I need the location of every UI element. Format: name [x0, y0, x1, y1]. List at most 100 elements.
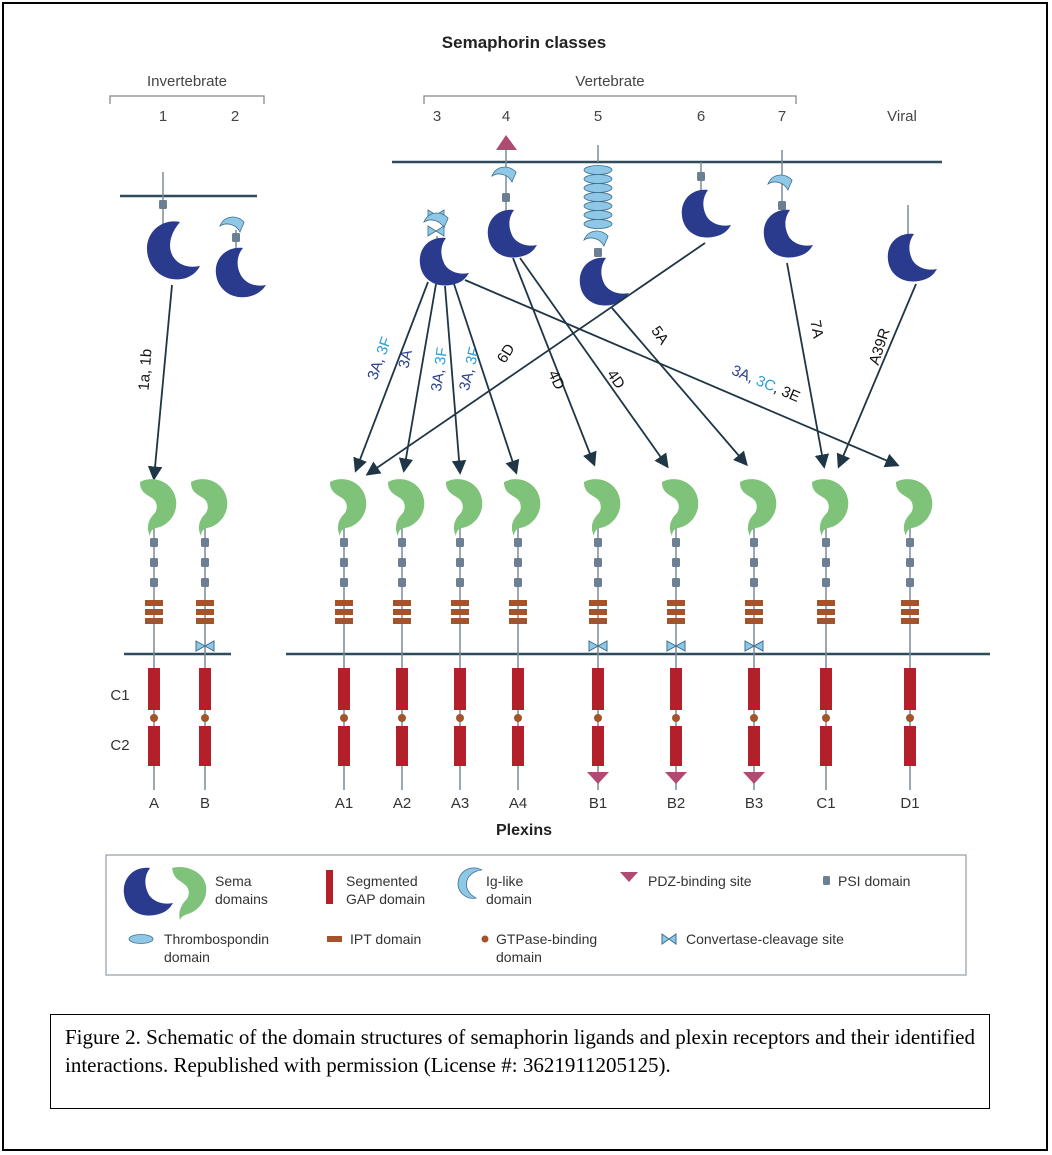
ipt-domain [901, 609, 919, 615]
legend-tsp-icon [128, 934, 154, 944]
ipt-domain [451, 609, 469, 615]
psi-domain [340, 578, 348, 587]
plexin-b3: B3 [740, 479, 777, 812]
ipt-domain [745, 600, 763, 606]
ipt-domain [335, 600, 353, 606]
legend-ipt: IPT domain [327, 931, 421, 947]
psi-domain [750, 578, 758, 587]
gap-segment-c2 [820, 726, 832, 766]
ipt-domain [196, 618, 214, 624]
gap-segment-c2 [396, 726, 408, 766]
viral-label: Viral [887, 108, 917, 125]
ipt-domain [393, 618, 411, 624]
gap-segment-c1 [592, 668, 604, 710]
legend-pdz: PDZ-binding site [620, 872, 752, 889]
plexin-sema-domain [662, 479, 699, 536]
label-3a-a2: 3A [395, 348, 415, 369]
plexin-label: B2 [667, 795, 685, 812]
interaction-arrows [147, 242, 917, 481]
interaction-labels: 1a, 1b 3A, 3F 3A 3A, 3F 3A, 3F 6D 4D 4D … [136, 319, 894, 406]
psi-domain [594, 558, 602, 567]
psi-domain [201, 578, 209, 587]
semaphorin-3 [419, 209, 469, 286]
plexin-d1: D1 [896, 479, 933, 812]
gap-segment-c2 [904, 726, 916, 766]
plexin-b2: B2 [662, 479, 699, 812]
ipt-domain [589, 600, 607, 606]
psi-domain [906, 558, 914, 567]
plexin-sema-domain [896, 479, 933, 536]
legend-convertase: Convertase-cleavage site [661, 931, 844, 947]
class-label-2: 2 [231, 108, 239, 125]
gtpase-binding-domain [201, 714, 209, 722]
plexin-label: A1 [335, 795, 353, 812]
legend-convertase-label: Convertase-cleavage site [686, 931, 844, 947]
vertebrate-label: Vertebrate [575, 73, 644, 90]
psi-domain [340, 558, 348, 567]
plexin-sema-domain [330, 479, 367, 536]
legend-psi-icon [823, 876, 830, 885]
plexin-a: A [140, 479, 177, 812]
plexin-label: A3 [451, 795, 469, 812]
legend-ig-label-2: domain [486, 891, 532, 907]
gap-segment-c2 [338, 726, 350, 766]
semaphorin-4 [487, 135, 537, 258]
psi-domain [672, 538, 680, 547]
plexin-receptors: A B A1 A2 A3 A4 B1 B2 B3 C1 D1 [140, 479, 933, 812]
psi-domain [201, 538, 209, 547]
gap-segment-c1 [148, 668, 160, 710]
legend-tsp: Thrombospondin domain [128, 931, 269, 965]
psi-domain [514, 538, 522, 547]
class-number-labels: 1 2 3 4 5 6 7 [159, 108, 786, 125]
label-4d-b1: 4D [544, 368, 568, 393]
psi-domain [672, 558, 680, 567]
plexins-title: Plexins [496, 822, 552, 839]
gap-segment-c1 [396, 668, 408, 710]
legend-pdz-icon [620, 872, 638, 882]
ipt-domain [817, 618, 835, 624]
ipt-domain [509, 600, 527, 606]
plexin-a4: A4 [504, 479, 541, 812]
psi-domain [822, 578, 830, 587]
psi-domain [514, 558, 522, 567]
label-5a: 5A [647, 323, 671, 348]
label-3a-3c-3e: 3A, 3C, 3E [729, 362, 802, 406]
legend-sema-blue-icon [123, 867, 173, 916]
ipt-domain [901, 600, 919, 606]
gtpase-binding-domain [398, 714, 406, 722]
legend-gap-icon [326, 870, 333, 904]
plexin-label: A [149, 795, 159, 812]
class-label-5: 5 [594, 108, 602, 125]
semaphorin-7 [763, 150, 813, 258]
semaphorin-5 [579, 145, 629, 306]
gap-segment-c2 [748, 726, 760, 766]
psi-domain [150, 538, 158, 547]
gtpase-binding-domain [150, 714, 158, 722]
gap-segment-c1 [512, 668, 524, 710]
convertase-site [666, 640, 686, 652]
label-3a-3f-a1: 3A, 3F [364, 335, 395, 382]
psi-domain [398, 538, 406, 547]
psi-domain [456, 578, 464, 587]
plexin-sema-domain [191, 479, 228, 536]
ipt-domain [196, 609, 214, 615]
ipt-domain [745, 609, 763, 615]
gap-segment-c2 [592, 726, 604, 766]
psi-domain [594, 578, 602, 587]
legend-box [105, 854, 967, 976]
plexin-sema-domain [504, 479, 541, 536]
psi-domain [150, 578, 158, 587]
legend-convertase-icon [661, 933, 677, 945]
plexin-sema-domain [446, 479, 483, 536]
plexin-label: B1 [589, 795, 607, 812]
label-7a: 7A [806, 319, 826, 340]
legend-gap: Segmented GAP domain [326, 870, 425, 907]
semaphorin-2 [215, 216, 266, 298]
legend-ig-label-1: Ig-like [486, 873, 524, 889]
gap-segment-c2 [199, 726, 211, 766]
semaphorin-6 [681, 162, 731, 238]
label-6d: 6D [494, 341, 519, 366]
pdz-binding-site [743, 772, 765, 784]
class-label-4: 4 [502, 108, 510, 125]
